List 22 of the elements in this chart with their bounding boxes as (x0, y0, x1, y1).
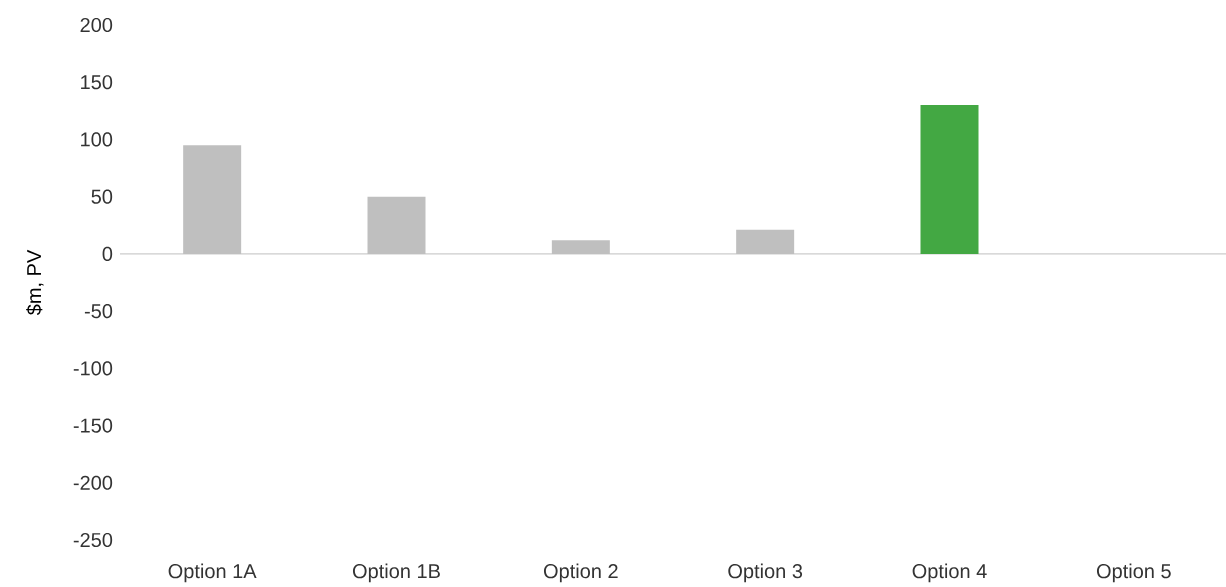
bar (920, 105, 979, 254)
y-axis-title: $m, PV (26, 249, 44, 316)
x-tick-label: Option 1B (352, 563, 440, 583)
x-tick-label: Option 1A (168, 563, 257, 583)
y-tick-label: -100 (73, 361, 113, 376)
y-tick-label: -200 (73, 475, 113, 490)
y-tick-label: 200 (80, 17, 113, 33)
x-tick-label: Option 4 (912, 563, 987, 583)
bar (551, 240, 610, 254)
bar (183, 145, 242, 254)
bar (367, 196, 426, 254)
bar (736, 229, 795, 254)
x-tick-label: Option 3 (728, 563, 803, 583)
x-tick-label: Option 2 (543, 563, 618, 583)
y-tick-label: 100 (81, 132, 113, 147)
y-tick-label: 150 (81, 75, 113, 90)
y-tick-label: 50 (91, 189, 113, 204)
y-tick-label: -50 (84, 304, 113, 319)
x-tick-label: Option 5 (1096, 563, 1171, 583)
y-tick-label: -250 (73, 532, 113, 548)
y-tick-label: 0 (102, 246, 113, 261)
y-tick-label: -150 (73, 418, 113, 433)
